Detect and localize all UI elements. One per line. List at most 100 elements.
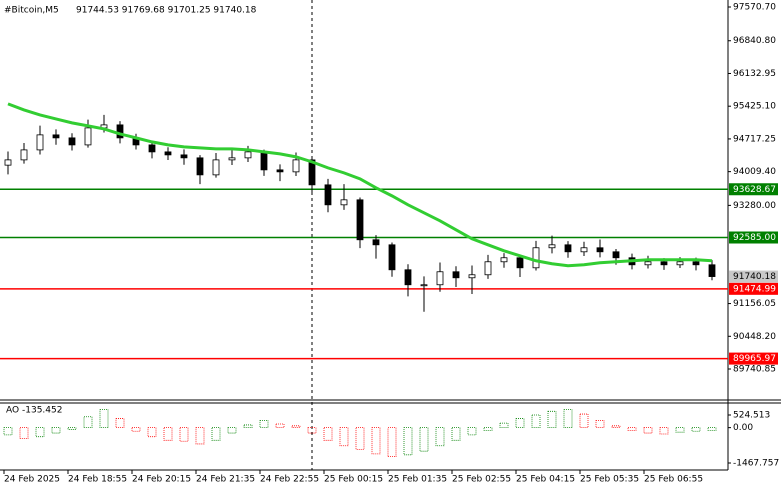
- candle-body: [308, 159, 316, 186]
- x-tick-label: 24 Feb 18:55: [68, 475, 127, 485]
- candle-body: [84, 127, 92, 146]
- candle-body: [324, 184, 332, 206]
- ao-bar: [611, 425, 621, 429]
- ao-bar: [547, 410, 557, 429]
- level-label-box: [729, 352, 778, 365]
- ao-bar: [131, 427, 141, 432]
- x-tick-label: 25 Feb 05:35: [580, 475, 639, 485]
- y-tick-label: -1467.757: [733, 459, 779, 469]
- candle-body: [228, 157, 236, 161]
- ao-bar: [99, 409, 109, 429]
- ao-bar: [307, 427, 317, 434]
- candle-body: [708, 264, 716, 277]
- x-tick-label: 24 Feb 20:15: [132, 475, 191, 485]
- candle-body: [676, 261, 684, 266]
- y-tick-label: 96840.80: [733, 36, 776, 46]
- level-label-box: [729, 183, 778, 196]
- ao-bar: [691, 427, 701, 432]
- candle-body: [4, 159, 12, 166]
- y-tick-label: 91156.05: [733, 299, 776, 309]
- level-label: 89965.97: [733, 354, 776, 364]
- y-tick-label: 96132.95: [733, 69, 776, 79]
- ao-bar: [515, 418, 525, 429]
- ao-bar: [531, 414, 541, 429]
- candle-body: [564, 244, 572, 253]
- candle-body: [548, 244, 556, 249]
- ao-bar: [563, 409, 573, 429]
- ao-bar: [675, 427, 685, 433]
- candle-body: [500, 257, 508, 263]
- ao-bar: [595, 419, 605, 429]
- candle-body: [340, 199, 348, 206]
- y-tick-label: 94717.25: [733, 134, 776, 144]
- y-tick-label: 89740.85: [733, 365, 776, 375]
- moving-average: [7, 102, 713, 268]
- y-tick-label: 0.00: [733, 423, 753, 433]
- last-price-label: 91740.18: [733, 272, 776, 282]
- candle-body: [580, 247, 588, 253]
- y-tick-label: 90448.20: [733, 332, 776, 342]
- ao-bar: [627, 427, 637, 431]
- candle-body: [644, 261, 652, 266]
- candle-body: [436, 271, 444, 286]
- ao-bar: [115, 418, 125, 429]
- ao-bar: [51, 427, 61, 434]
- x-tick-label: 25 Feb 00:15: [324, 475, 383, 485]
- ao-bar: [35, 427, 45, 438]
- candle-body: [116, 124, 124, 139]
- ohlc-readout: 91744.53 91769.68 91701.25 91740.18: [76, 6, 257, 16]
- y-tick-label: 95425.10: [733, 102, 776, 112]
- ao-bar: [211, 427, 221, 441]
- ao-bar: [227, 427, 237, 434]
- level-label: 92585.00: [733, 233, 776, 243]
- x-tick-label: 24 Feb 2025: [4, 475, 60, 485]
- x-tick-label: 25 Feb 06:55: [644, 475, 703, 485]
- ao-bar: [67, 427, 77, 430]
- y-tick-label: 93280.00: [733, 201, 776, 211]
- x-tick-label: 24 Feb 21:35: [196, 475, 255, 485]
- candle-body: [148, 144, 156, 153]
- ao-bar: [19, 427, 29, 439]
- candle-body: [532, 247, 540, 269]
- ao-bar: [339, 427, 349, 447]
- candle-body: [420, 284, 428, 287]
- y-tick-label: 97570.70: [733, 3, 776, 13]
- level-label: 93628.67: [733, 185, 776, 195]
- ao-bar: [707, 427, 717, 431]
- candle-body: [596, 247, 604, 253]
- level-label-box: [729, 282, 778, 295]
- x-tick-label: 25 Feb 02:55: [452, 475, 511, 485]
- level-label: 91474.99: [733, 284, 776, 294]
- candle-body: [692, 261, 700, 266]
- candle-body: [196, 157, 204, 176]
- ao-bar: [195, 427, 205, 445]
- ao-bar: [483, 427, 493, 431]
- y-tick-label: 94009.40: [733, 167, 776, 177]
- ao-bar: [83, 416, 93, 429]
- level-label-box: [729, 231, 778, 244]
- ao-bar: [435, 427, 445, 447]
- ao-bar: [659, 427, 669, 435]
- ao-bar: [323, 427, 333, 441]
- ao-bar: [355, 427, 365, 450]
- ao-bar: [403, 427, 413, 456]
- chart-title: #Bitcoin,M5: [4, 6, 59, 16]
- candle-body: [260, 151, 268, 171]
- ao-bar: [179, 427, 189, 442]
- ao-bar: [451, 427, 461, 441]
- x-tick-label: 25 Feb 01:35: [388, 475, 447, 485]
- candle-body: [452, 271, 460, 279]
- ao-bar: [3, 427, 13, 436]
- ao-bar: [579, 413, 589, 429]
- ao-bar: [259, 419, 269, 429]
- ao-bar: [419, 427, 429, 452]
- candle-body: [52, 134, 60, 139]
- last-price-box: [729, 270, 778, 283]
- ao-bar: [163, 427, 173, 441]
- candle-body: [404, 269, 412, 286]
- candle-body: [276, 169, 284, 173]
- candle-body: [212, 159, 220, 176]
- indicator-value: -135.452: [22, 406, 62, 416]
- ao-bar: [387, 427, 397, 458]
